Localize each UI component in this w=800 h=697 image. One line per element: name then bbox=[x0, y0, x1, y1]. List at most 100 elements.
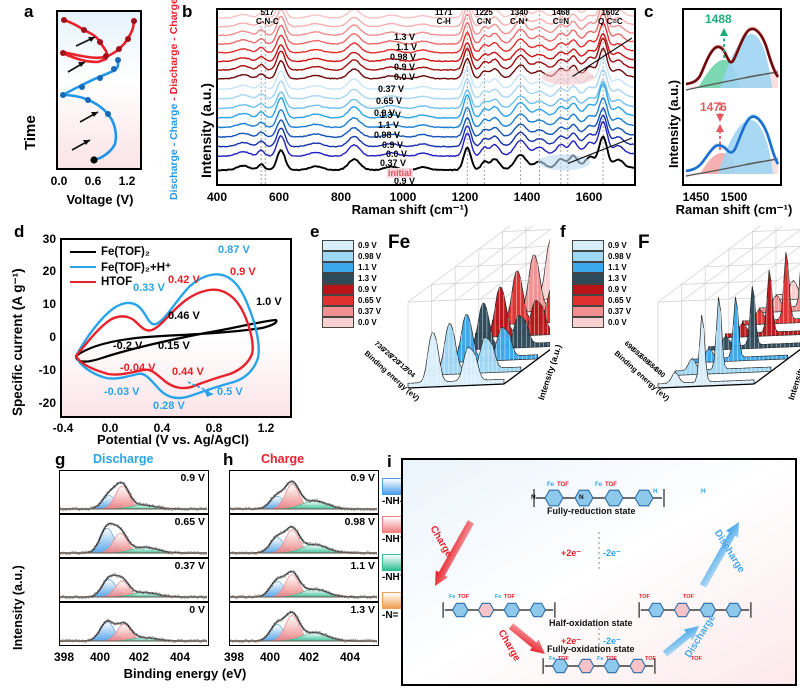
panel-a-ylabel: Time bbox=[22, 115, 39, 150]
panel-b-peak-5: 1602 Q C=C bbox=[598, 8, 623, 26]
chem-label-h-top-1: H bbox=[701, 488, 706, 495]
legend-row: 1.3 V bbox=[572, 273, 631, 284]
panel-g-xtick-3: 404 bbox=[165, 650, 195, 664]
legend-swatch bbox=[322, 251, 354, 262]
arrow-label-charge-2: Charge bbox=[495, 628, 522, 663]
panel-a: a Time bbox=[0, 0, 180, 215]
peak-pos: 1340 bbox=[510, 8, 528, 17]
panel-d-xlabel: Potential (V vs. Ag/AgCl) bbox=[48, 432, 298, 447]
chem-label-n-top-1: N bbox=[579, 494, 584, 501]
panel-d: d Specific current (A g⁻¹) bbox=[0, 218, 300, 446]
legend-row: 0.9 V bbox=[322, 240, 381, 251]
legend-label: 0.9 V bbox=[358, 285, 377, 294]
xps-voltage-label: 0.9 V bbox=[350, 472, 375, 484]
arrow-label-charge-1: Charge bbox=[427, 524, 454, 559]
legend-label: 0.9 V bbox=[358, 241, 377, 250]
panel-d-annot-3: 0.33 V bbox=[133, 282, 165, 294]
panel-b-charge-label-5: 0.37 V bbox=[378, 84, 404, 94]
legend-swatch bbox=[572, 273, 604, 284]
panel-e-legend: 0.9 V 0.98 V 1.1 V 1.3 V 0.9 V 0.65 V 0.37 V 0.… bbox=[322, 240, 381, 328]
legend-row: 0.9 V bbox=[322, 284, 381, 295]
legend-row: 0.37 V bbox=[322, 306, 381, 317]
legend-label: 0.98 V bbox=[358, 252, 381, 261]
legend-label: 0.98 V bbox=[608, 252, 631, 261]
panel-b-peak-1: 1171 C-H bbox=[435, 8, 452, 26]
xps-subplot: 0.98 V bbox=[229, 514, 379, 558]
peak-assign: C-N⁺ bbox=[510, 17, 528, 26]
panel-b-xtick-5: 1400 bbox=[509, 190, 545, 204]
legend-swatch-fetof2h bbox=[70, 266, 96, 268]
panel-b-peak-4: 1468 C=N bbox=[552, 8, 570, 26]
panel-b-charge-label-2: 0.98 V bbox=[390, 52, 416, 62]
panel-g: g Discharge Intensity (a.u.) 0.9 V 0.65 V… bbox=[55, 450, 235, 697]
panel-d-annot-9: 0.44 V bbox=[172, 366, 204, 378]
legend-swatch bbox=[322, 317, 354, 328]
panel-d-ytick-3: 10 bbox=[32, 297, 56, 311]
legend-label: 0.37 V bbox=[358, 307, 381, 316]
panel-b-discharge-label-0: 1.3 V bbox=[380, 110, 401, 120]
electron-label-minus2e-1: -2e⁻ bbox=[603, 548, 621, 559]
peak-pos: 517 bbox=[256, 8, 279, 17]
panel-a-side-label-blue: Discharge - Charge bbox=[168, 104, 180, 200]
arrow-label-discharge-2: Discharge bbox=[683, 613, 718, 660]
chem-label-fe-ox-1: Fe bbox=[597, 656, 603, 662]
panel-d-annot-2: 0.42 V bbox=[168, 274, 200, 286]
panel-c-annotation-top: 1488 bbox=[705, 12, 732, 26]
panel-d-annot-12: 0.5 V bbox=[217, 386, 243, 398]
xps-subplot: 1.3 V bbox=[229, 602, 379, 646]
panel-e: e Fe 05000100001500020000736728720712704… bbox=[300, 218, 550, 446]
panel-b-xtick-1: 600 bbox=[264, 190, 294, 204]
panel-b-ylabel: Intensity (a.u.) bbox=[198, 83, 214, 178]
legend-swatch-htof bbox=[70, 281, 96, 283]
peak-assign: C-H bbox=[435, 17, 452, 26]
panel-h-xtick-3: 404 bbox=[335, 650, 365, 664]
legend-swatch bbox=[572, 284, 604, 295]
panel-h-xtick-1: 400 bbox=[255, 650, 285, 664]
panel-a-side-label: Discharge - Charge - Discharge - Charge bbox=[168, 0, 180, 200]
legend-row: 1.1 V bbox=[572, 262, 631, 273]
legend-swatch bbox=[322, 262, 354, 273]
svg-text:680: 680 bbox=[653, 366, 666, 379]
peak-assign: Q C=C bbox=[598, 17, 623, 26]
panel-a-plot bbox=[58, 12, 140, 168]
panel-h-label: h bbox=[223, 450, 233, 470]
xps-subplot: 0.9 V bbox=[59, 470, 209, 514]
panel-c-label: c bbox=[644, 2, 653, 22]
panel-i: i Fully-reduction state Half-oxidation st… bbox=[385, 450, 800, 697]
legend-row: 0.9 V bbox=[572, 284, 631, 295]
peak-assign: C-N-C bbox=[256, 17, 279, 26]
panel-g-subplots: 0.9 V 0.65 V 0.37 V0 V bbox=[59, 470, 209, 646]
state-label-half-oxidation: Half-oxidation state bbox=[549, 618, 633, 628]
panel-d-annot-8: -0.04 V bbox=[120, 362, 155, 374]
panel-b-initial-label: initial bbox=[387, 168, 413, 178]
xps-voltage-label: 1.3 V bbox=[350, 604, 375, 616]
chem-label-fe-half-1: Fe bbox=[495, 594, 501, 600]
chem-label-tof-halfox-0: TOF bbox=[639, 594, 650, 600]
panel-g-title: Discharge bbox=[93, 452, 153, 466]
legend-row: 0.0 V bbox=[572, 317, 631, 328]
legend-swatch bbox=[572, 240, 604, 251]
peak-pos: 1602 bbox=[598, 8, 623, 17]
chem-label-fe-ox-0: Fe bbox=[549, 656, 555, 662]
legend-swatch bbox=[572, 317, 604, 328]
panel-b-xtick-6: 1600 bbox=[571, 190, 607, 204]
legend-row: 0.98 V bbox=[322, 251, 381, 262]
panel-a-label: a bbox=[24, 2, 33, 22]
legend-label: 0.65 V bbox=[358, 296, 381, 305]
panel-d-annot-7: -0.2 V bbox=[113, 340, 142, 352]
panel-b-discharge-label-2: 0.98 V bbox=[374, 130, 400, 140]
panel-a-plot-frame bbox=[56, 10, 142, 170]
panel-d-ytick-0: -20 bbox=[28, 396, 56, 410]
panel-b-xtick-0: 400 bbox=[202, 190, 232, 204]
chem-label-n-top-0: N bbox=[531, 494, 536, 501]
panel-b-peak-2: 1225 C-N bbox=[475, 8, 493, 26]
panel-d-annot-10: -0.03 V bbox=[104, 386, 139, 398]
panel-b-charge-label-0: 1.3 V bbox=[394, 32, 415, 42]
xps-voltage-label: 0.9 V bbox=[180, 472, 205, 484]
legend-row: 0.9 V bbox=[572, 240, 631, 251]
legend-label: 1.1 V bbox=[608, 263, 627, 272]
xps-subplot: 1.1 V bbox=[229, 558, 379, 602]
panel-a-xlabel: Voltage (V) bbox=[40, 192, 160, 207]
state-label-fully-reduction: Fully-reduction state bbox=[547, 506, 636, 516]
panel-b-charge-label-3: 0.9 V bbox=[394, 62, 415, 72]
